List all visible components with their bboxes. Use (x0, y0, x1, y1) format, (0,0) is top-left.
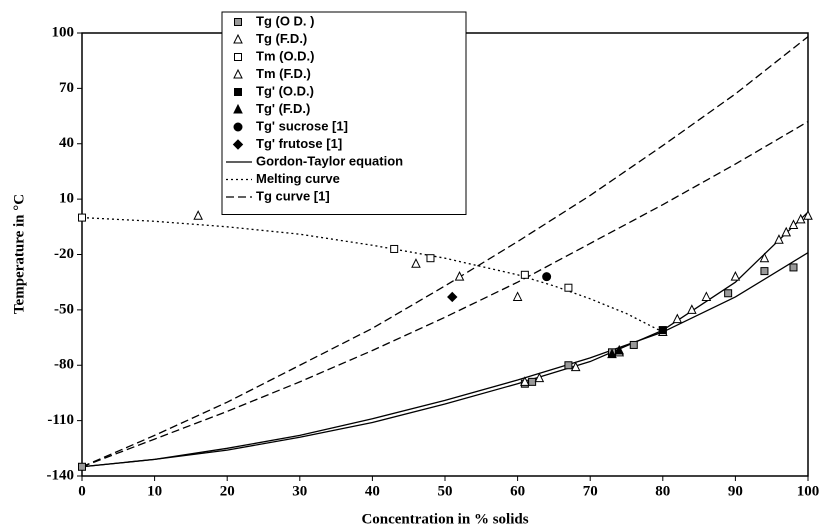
legend: Tg (O D. ) Tg (F.D.) Tm (O.D.) Tm (F.D.) Tg'… (221, 11, 467, 215)
curve (81, 211, 809, 468)
legend-label: Tg' frutose [1] (256, 136, 342, 151)
x-tick-label: 70 (583, 483, 598, 499)
y-tick-label: 10 (59, 191, 74, 207)
marker (232, 139, 244, 150)
marker (788, 219, 799, 229)
marker (233, 103, 243, 114)
marker (730, 271, 741, 281)
x-tick-label: 50 (438, 483, 453, 499)
legend-label: Tg' sucrose [1] (256, 118, 348, 133)
x-tick-label: 0 (78, 483, 86, 499)
legend-label: Tm (F.D.) (256, 66, 311, 81)
marker (570, 361, 581, 372)
legend-label: Tg' (O.D.) (256, 83, 314, 98)
x-tick-label: 30 (292, 483, 307, 499)
marker (629, 340, 638, 349)
y-tick-label: 100 (52, 24, 75, 40)
marker (607, 348, 617, 359)
x-tick-label: 100 (797, 483, 820, 499)
marker (233, 33, 243, 44)
marker (701, 291, 712, 301)
y-tick-label: 70 (59, 80, 74, 96)
marker (233, 68, 243, 79)
marker (528, 377, 537, 386)
legend-label: Tg curve [1] (256, 188, 330, 203)
y-tick-label: 40 (59, 135, 74, 151)
x-tick-label: 80 (655, 483, 670, 499)
marker (687, 304, 697, 314)
y-tick-label: -50 (54, 301, 74, 317)
marker (234, 53, 242, 61)
x-tick-label: 60 (510, 483, 525, 499)
marker (454, 271, 465, 281)
legend-label: Melting curve (256, 171, 340, 186)
marker (390, 244, 399, 253)
x-axis-title: Concentration in % solids (361, 511, 528, 527)
marker (520, 376, 530, 386)
marker (234, 18, 242, 26)
marker (78, 462, 86, 471)
x-tick-label: 10 (147, 483, 162, 499)
legend-label: Tg' (F.D.) (256, 101, 310, 116)
marker (193, 210, 203, 220)
curve (81, 216, 664, 333)
marker (534, 372, 545, 383)
y-tick-label: -80 (54, 357, 74, 373)
curve (81, 252, 809, 468)
marker (564, 283, 573, 292)
curve (81, 121, 809, 468)
marker (789, 263, 798, 272)
legend-label: Tm (O.D.) (256, 48, 315, 63)
y-tick-label: -110 (47, 412, 74, 428)
marker (760, 267, 769, 276)
marker (233, 122, 243, 132)
y-axis-title: Temperature in °C (11, 194, 27, 314)
marker (614, 344, 625, 355)
marker (781, 226, 792, 237)
x-tick-label: 20 (220, 483, 235, 499)
marker (759, 252, 770, 263)
marker (724, 289, 733, 298)
x-tick-label: 90 (728, 483, 743, 499)
marker (447, 291, 458, 303)
marker (795, 213, 806, 224)
marker (774, 234, 784, 244)
marker (658, 326, 667, 335)
marker (78, 213, 86, 222)
marker (564, 361, 573, 370)
marker (520, 270, 529, 279)
y-tick-label: -20 (54, 246, 74, 262)
marker (672, 313, 683, 324)
marker (426, 254, 435, 263)
marker (234, 88, 242, 96)
x-tick-label: 40 (365, 483, 380, 499)
legend-label: Tg (O D. ) (256, 13, 315, 28)
legend-label: Tg (F.D.) (256, 31, 307, 46)
marker (542, 272, 552, 282)
y-tick-label: -140 (47, 467, 75, 483)
legend-box (221, 11, 467, 215)
curve (81, 36, 809, 468)
marker (512, 291, 523, 301)
marker (411, 258, 421, 268)
marker (803, 210, 813, 220)
legend-label: Gordon-Taylor equation (256, 153, 403, 168)
